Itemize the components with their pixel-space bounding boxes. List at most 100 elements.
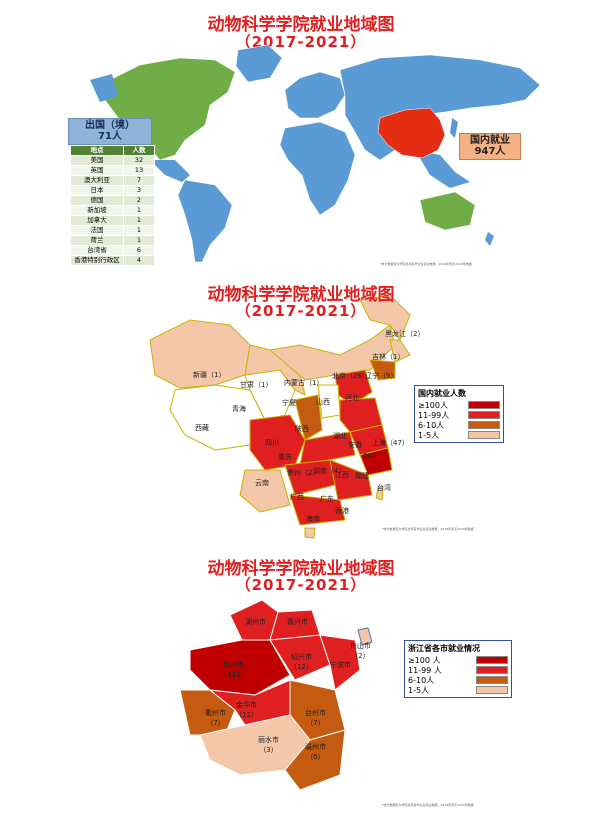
china-province-label: 安徽 xyxy=(348,441,362,449)
city-name: 嘉兴市 xyxy=(287,618,308,626)
zhejiang-map-title: 动物科学学院就业地域图 xyxy=(207,559,395,579)
city-count: （7） xyxy=(306,719,325,727)
table-cell-count: 6 xyxy=(123,245,155,256)
city-name: 台州市 xyxy=(305,709,326,717)
city-name: 杭州市 xyxy=(223,661,245,669)
zhejiang-city-label: 台州市 （7） xyxy=(305,708,326,728)
table-row: 加拿大 1 xyxy=(70,215,155,226)
table-row: 台湾省 6 xyxy=(70,245,155,256)
china-province-label: 河北 xyxy=(345,394,359,402)
legend-label: 6-10人 xyxy=(408,675,435,685)
china-note: *统计数据仅为学院当年度毕业生就业数据，2018年暂无2020年数据 xyxy=(382,527,474,531)
table-cell-place: 德国 xyxy=(70,195,124,206)
table-row: 香港特别行政区 4 xyxy=(70,255,155,266)
china-map xyxy=(149,294,411,539)
liaoning-region xyxy=(369,359,396,381)
yunnan-region xyxy=(239,469,291,513)
legend-swatch xyxy=(476,656,508,664)
table-header-place: 地点 xyxy=(70,145,124,156)
city-name: 绍兴市 xyxy=(290,653,312,661)
china-province-label: 云南 xyxy=(255,479,269,487)
domestic-label: 国内就业 xyxy=(470,135,510,146)
china-province-label: 西藏 xyxy=(195,424,209,432)
china-province-label: 辽宁（9） xyxy=(365,372,398,380)
china-province-label: 广东 xyxy=(320,495,334,503)
china-province-label: 黑龙江（2） xyxy=(385,330,425,338)
zhejiang-region-china xyxy=(359,447,393,476)
china-province-label: 内蒙古（1） xyxy=(284,379,324,387)
zhoushan-region xyxy=(357,627,373,646)
china-province-label: 新疆（1） xyxy=(193,371,226,379)
table-row: 荷兰 1 xyxy=(70,235,155,246)
china-province-label: 贵州（2） xyxy=(287,469,320,477)
china-province-label: 广西 xyxy=(290,493,304,501)
australia-region xyxy=(419,191,476,231)
table-cell-place: 英国 xyxy=(70,165,124,176)
table-cell-place: 荷兰 xyxy=(70,235,124,246)
world-note: *统计数据仅为学院当年度毕业生就业数据，2018年暂无2020年数据 xyxy=(380,262,472,266)
zhejiang-city-label: 舟山市 （2） xyxy=(350,641,371,661)
zhejiang-city-label: 温州市 （6） xyxy=(305,742,326,762)
legend-label: ≥100 人 xyxy=(408,655,441,665)
legend-swatch xyxy=(468,431,500,439)
hainan-region xyxy=(304,527,316,539)
legend-entry: 6-10人 xyxy=(408,675,508,685)
china-province-label: 643 xyxy=(363,452,377,460)
zhejiang-map-years: （2017-2021） xyxy=(235,576,367,594)
table-row: 新加坡 1 xyxy=(70,205,155,216)
china-province-label: 吉林（1） xyxy=(372,353,405,361)
china-province-label: 海南 xyxy=(306,515,320,523)
table-header-count: 人数 xyxy=(123,145,155,156)
city-name: 丽水市 xyxy=(258,736,279,744)
china-map-years: （2017-2021） xyxy=(235,302,367,320)
china-province-label: 青海 xyxy=(232,405,246,413)
legend-label: 11-99人 xyxy=(418,410,450,420)
zhejiang-note: *统计数据仅为学院当年度毕业生就业数据，2018年暂无2020年数据 xyxy=(382,803,474,807)
china-region-world xyxy=(377,107,446,159)
legend-swatch xyxy=(468,421,500,429)
japan-region xyxy=(450,118,458,138)
table-cell-count: 2 xyxy=(123,195,155,206)
wenzhou-region xyxy=(284,729,346,791)
city-count: （2） xyxy=(351,652,370,660)
table-row: 日本 3 xyxy=(70,185,155,196)
china-legend: 国内就业人数 ≥100人 11-99人 6-10人 1-5人 xyxy=(414,385,504,443)
new-zealand-region xyxy=(485,232,494,246)
zhejiang-city-label: 丽水市 （3） xyxy=(258,735,279,755)
city-count: （6） xyxy=(306,753,325,761)
zhejiang-legend-title: 浙江省各市就业情况 xyxy=(408,644,480,653)
zhejiang-city-label: 杭州市 （333） xyxy=(220,660,247,680)
table-cell-count: 1 xyxy=(123,235,155,246)
china-province-label: 江西 xyxy=(335,471,349,479)
city-count: （333） xyxy=(220,671,248,679)
legend-label: 1-5人 xyxy=(418,430,440,440)
city-name: 衢州市 xyxy=(205,709,226,717)
africa-region xyxy=(279,121,356,216)
city-name: 金华市 xyxy=(235,701,257,709)
legend-entry: 1-5人 xyxy=(418,430,500,440)
table-cell-count: 1 xyxy=(123,215,155,226)
legend-entry: ≥100 人 xyxy=(408,655,508,665)
table-cell-place: 美国 xyxy=(70,155,124,166)
china-legend-title: 国内就业人数 xyxy=(418,389,466,398)
city-name: 舟山市 xyxy=(350,642,371,650)
hangzhou-region xyxy=(189,639,291,696)
table-row: 美国 32 xyxy=(70,155,155,166)
guangxi-guangdong-region xyxy=(289,494,346,526)
china-province-label: 甘肃（1） xyxy=(240,381,273,389)
jiangxi-fujian-region xyxy=(329,459,373,501)
china-province-label: 湖南（4） xyxy=(313,467,346,475)
abroad-label: 出国（境） xyxy=(85,120,135,131)
legend-swatch xyxy=(476,686,508,694)
china-province-label: 福建 xyxy=(355,472,369,480)
zhejiang-city-label: 绍兴市 （12） xyxy=(290,652,313,672)
quzhou-region xyxy=(179,689,236,736)
legend-swatch xyxy=(476,676,508,684)
table-row: 澳大利亚 7 xyxy=(70,175,155,186)
taiwan-region xyxy=(375,486,384,501)
table-cell-place: 日本 xyxy=(70,185,124,196)
zhejiang-city-label: 湖州市 xyxy=(245,617,266,627)
world-map-title: 动物科学学院就业地域图 xyxy=(207,15,395,35)
table-cell-count: 32 xyxy=(123,155,155,166)
domestic-total-box: 国内就业 947人 xyxy=(459,133,521,160)
